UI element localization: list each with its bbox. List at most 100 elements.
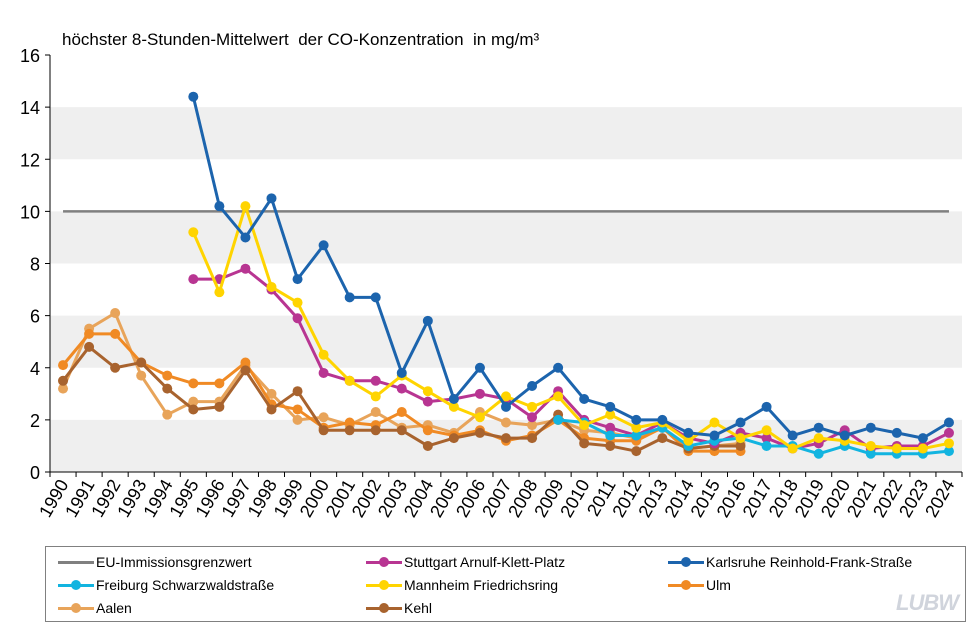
data-point bbox=[214, 378, 225, 389]
legend-label: Karlsruhe Reinhold-Frank-Straße bbox=[706, 554, 913, 570]
series-karlsruhe-reinhold-frank-stra-e bbox=[188, 91, 954, 444]
data-point bbox=[240, 232, 251, 243]
data-point bbox=[214, 201, 225, 212]
grid-band bbox=[50, 419, 962, 472]
data-point bbox=[188, 227, 199, 238]
data-point bbox=[422, 315, 433, 326]
data-point bbox=[292, 274, 303, 285]
data-point bbox=[865, 448, 876, 459]
data-point bbox=[344, 417, 355, 428]
data-point bbox=[527, 380, 538, 391]
data-point bbox=[943, 427, 954, 438]
data-point bbox=[292, 414, 303, 425]
data-point bbox=[110, 308, 121, 319]
data-point bbox=[136, 357, 147, 368]
grid-band bbox=[50, 315, 962, 368]
data-point bbox=[709, 430, 720, 441]
data-point bbox=[683, 427, 694, 438]
data-point bbox=[292, 297, 303, 308]
data-point bbox=[553, 362, 564, 373]
data-point bbox=[266, 281, 277, 292]
data-point bbox=[501, 391, 511, 402]
data-point bbox=[292, 386, 303, 397]
data-point bbox=[162, 409, 173, 420]
data-point bbox=[527, 433, 538, 444]
data-point bbox=[110, 362, 121, 373]
data-point bbox=[292, 313, 303, 324]
data-point bbox=[631, 422, 642, 433]
legend-item-aalen: Aalen bbox=[56, 598, 132, 618]
grid-bands bbox=[50, 107, 962, 472]
data-point bbox=[214, 287, 225, 298]
legend-marker-icon bbox=[56, 598, 96, 618]
data-point bbox=[631, 430, 642, 441]
data-point bbox=[422, 425, 433, 436]
data-point bbox=[370, 425, 381, 436]
data-point bbox=[657, 433, 668, 444]
data-point bbox=[683, 435, 694, 446]
data-point bbox=[396, 425, 407, 436]
data-point bbox=[527, 401, 538, 412]
legend-label: Mannheim Friedrichsring bbox=[404, 577, 559, 593]
data-point bbox=[58, 375, 69, 386]
data-point bbox=[318, 425, 329, 436]
data-point bbox=[344, 292, 355, 303]
data-point bbox=[318, 412, 329, 423]
y-tick-label: 8 bbox=[30, 255, 40, 275]
legend-item-eu-limit: EU-Immissionsgrenzwert bbox=[56, 552, 252, 572]
data-point bbox=[813, 433, 824, 444]
data-point bbox=[188, 91, 199, 102]
data-point bbox=[266, 193, 277, 204]
data-point bbox=[839, 430, 850, 441]
data-point bbox=[761, 425, 772, 436]
data-point bbox=[474, 362, 485, 373]
data-point bbox=[553, 414, 564, 425]
data-point bbox=[943, 438, 954, 449]
data-point bbox=[605, 430, 616, 441]
legend-marker-icon bbox=[56, 575, 96, 595]
data-point bbox=[240, 357, 251, 368]
series-line bbox=[557, 418, 950, 456]
x-tick-label: 2010 bbox=[556, 476, 593, 521]
data-point bbox=[787, 430, 798, 441]
data-point bbox=[709, 417, 720, 428]
data-point bbox=[787, 443, 798, 454]
legend-item-kehl: Kehl bbox=[364, 598, 432, 618]
data-point bbox=[318, 349, 329, 360]
data-point bbox=[735, 433, 746, 444]
legend-label: Stuttgart Arnulf-Klett-Platz bbox=[404, 554, 566, 570]
legend-label: Freiburg Schwarzwaldstraße bbox=[96, 577, 275, 593]
data-point bbox=[370, 375, 381, 386]
data-point bbox=[448, 433, 459, 444]
legend-label: EU-Immissionsgrenzwert bbox=[96, 554, 252, 570]
legend-marker-icon bbox=[666, 552, 706, 572]
data-point bbox=[188, 396, 199, 407]
data-point bbox=[188, 378, 199, 389]
data-point bbox=[917, 443, 928, 454]
data-point bbox=[761, 440, 772, 451]
y-tick-label: 4 bbox=[30, 359, 40, 379]
data-point bbox=[527, 412, 538, 423]
data-point bbox=[761, 401, 772, 412]
data-point bbox=[318, 367, 329, 378]
data-point bbox=[943, 417, 954, 428]
data-point bbox=[501, 417, 511, 428]
data-point bbox=[110, 328, 121, 339]
legend-item-karlsruhe: Karlsruhe Reinhold-Frank-Straße bbox=[666, 552, 912, 572]
legend-marker-icon bbox=[364, 575, 404, 595]
data-point bbox=[579, 438, 590, 449]
data-point bbox=[370, 407, 381, 418]
legend-label: Kehl bbox=[404, 600, 433, 616]
data-point bbox=[188, 274, 199, 285]
data-point bbox=[553, 391, 564, 402]
data-point bbox=[396, 407, 407, 418]
legend-line-icon bbox=[56, 552, 96, 572]
y-tick-label: 0 bbox=[30, 463, 40, 483]
data-point bbox=[188, 404, 199, 415]
data-point bbox=[761, 433, 772, 444]
data-point bbox=[318, 240, 329, 251]
y-axis: 0 2 4 6 8 10 12 14 16 bbox=[20, 46, 51, 483]
data-point bbox=[657, 414, 668, 425]
data-point bbox=[58, 383, 69, 394]
grid-band bbox=[50, 211, 962, 264]
